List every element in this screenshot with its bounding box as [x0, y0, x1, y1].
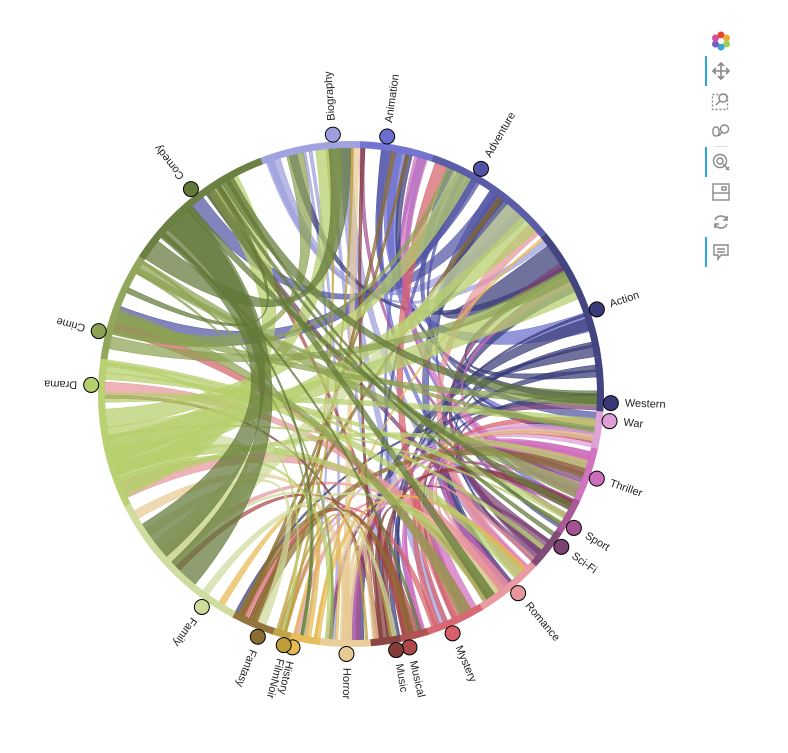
node-horror[interactable]: [338, 645, 355, 662]
toolbar-separator: [714, 146, 728, 147]
ring-arc-romance: [479, 561, 537, 610]
ring-arc-war: [591, 411, 604, 449]
ring-arc-history: [289, 632, 322, 646]
node-label-animation: Animation: [383, 73, 402, 123]
node-biography[interactable]: [324, 126, 341, 143]
bokeh-logo-icon[interactable]: [704, 26, 738, 56]
ring-arc-animation: [359, 141, 434, 162]
node-label-sport: Sport: [583, 530, 612, 554]
node-drama[interactable]: [83, 376, 100, 393]
ring-arc-mystery: [427, 603, 484, 635]
ring-arc-action: [540, 233, 602, 358]
node-fantasy[interactable]: [249, 628, 266, 645]
hover-tool-icon[interactable]: [704, 237, 738, 267]
ring-arc-musical: [400, 627, 430, 642]
chord-nodes: [83, 126, 619, 662]
node-sci-fi[interactable]: [553, 538, 570, 555]
node-sport[interactable]: [565, 519, 582, 536]
chord-filmnoir-horror: [278, 513, 369, 640]
node-label-western: Western: [625, 397, 666, 410]
node-label-romance: Romance: [523, 600, 562, 644]
save-tool-icon[interactable]: [704, 177, 738, 207]
ring-arc-crime: [100, 256, 145, 360]
node-label-crime: Crime: [55, 315, 86, 334]
node-crime[interactable]: [90, 323, 107, 340]
node-label-mystery: Mystery: [453, 644, 479, 685]
box-zoom-tool-icon[interactable]: [704, 86, 738, 116]
pan-tool-icon[interactable]: [704, 56, 738, 86]
ring-arc-comedy: [138, 157, 263, 261]
chord-comedy-romance: [205, 189, 496, 600]
node-filmnoir[interactable]: [275, 637, 292, 654]
node-label-comedy: Comedy: [152, 142, 187, 182]
ring-arc-adventure: [431, 154, 547, 238]
node-animation[interactable]: [379, 128, 396, 145]
node-family[interactable]: [193, 598, 210, 615]
node-war[interactable]: [601, 413, 618, 430]
node-label-drama: Drama: [43, 377, 77, 390]
chord-drama-sport: [105, 372, 567, 519]
ring-arc-western: [594, 356, 605, 412]
node-label-thriller: Thriller: [608, 477, 644, 499]
chord-comedy-sci-fi: [217, 184, 555, 536]
ring-arc-drama: [97, 358, 131, 507]
tap-tool-icon[interactable]: [704, 147, 738, 177]
plot-toolbar: [704, 26, 738, 267]
node-comedy[interactable]: [182, 181, 199, 198]
ring-arc-family: [124, 503, 236, 618]
chord-ring: [97, 141, 605, 648]
node-label-biography: Biography: [322, 70, 337, 121]
node-label-family: Family: [170, 615, 199, 649]
node-musical[interactable]: [401, 639, 418, 656]
ring-arc-sport: [556, 497, 581, 534]
node-label-adventure: Adventure: [483, 110, 518, 159]
chord-links: [104, 147, 598, 641]
node-label-musical: Musical: [407, 660, 427, 699]
node-action[interactable]: [588, 301, 605, 318]
node-label-action: Action: [608, 289, 641, 310]
node-music[interactable]: [388, 642, 405, 659]
ring-arc-horror: [320, 638, 371, 648]
node-label-war: War: [623, 417, 644, 431]
ring-arc-music: [370, 635, 402, 647]
node-label-horror: Horror: [340, 668, 353, 700]
node-adventure[interactable]: [473, 160, 489, 177]
node-thriller[interactable]: [588, 470, 605, 487]
chord-comedy-western: [221, 177, 598, 405]
node-mystery[interactable]: [444, 625, 461, 642]
node-label-sci-fi: Sci-Fi: [569, 550, 599, 576]
ring-arc-fantasy: [232, 611, 275, 635]
ring-arc-biography: [260, 141, 360, 165]
wheel-zoom-tool-icon[interactable]: [704, 116, 738, 146]
reset-tool-icon[interactable]: [704, 207, 738, 237]
ring-arc-thriller: [573, 447, 599, 501]
ring-arc-sci-fi: [530, 529, 562, 567]
node-label-music: Music: [393, 663, 410, 694]
ring-arc-filmnoir: [272, 627, 292, 640]
node-label-fantasy: Fantasy: [233, 648, 258, 689]
node-romance[interactable]: [510, 585, 527, 602]
node-western[interactable]: [602, 395, 619, 412]
